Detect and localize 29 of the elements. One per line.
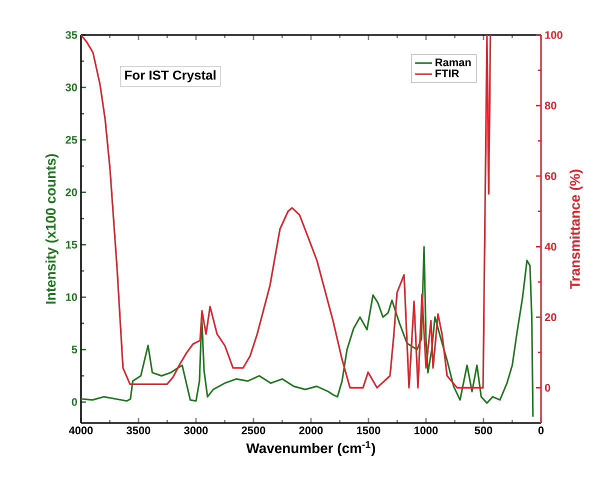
y-tick-label: 35	[66, 31, 78, 39]
legend-label: Raman	[436, 58, 471, 66]
annotation: For IST Crystal	[125, 70, 216, 82]
x-tick-label: 500	[474, 426, 492, 434]
y2-tick-label: 60	[544, 172, 556, 180]
x-tick-label: 2500	[242, 426, 266, 434]
y2-tick-label: 100	[545, 31, 562, 39]
y2-tick-label: 0	[544, 384, 550, 392]
y2-tick-label: 40	[544, 242, 556, 251]
y-tick-label: 15	[66, 240, 78, 249]
y2-tick-label: 20	[544, 313, 556, 322]
x-axis-title: Wavenumber (cm$^{-1}$)	[246, 441, 376, 456]
x-tick-label: 4000	[68, 426, 93, 434]
y-tick-label: 25	[66, 136, 78, 144]
x-tick-label: 1500	[356, 426, 380, 434]
y-axis-title: Intensity (x100 counts)	[45, 154, 58, 304]
x-tick-label: 1000	[414, 426, 438, 434]
legend-label: FTIR	[436, 70, 460, 78]
y-tick-label: 5	[72, 346, 78, 354]
y2-axis-title: Transmittance (%)	[570, 170, 583, 289]
y-tick-label: 30	[66, 84, 78, 92]
x-tick-label: 3000	[184, 426, 208, 434]
x-tick-label: 0	[538, 426, 544, 434]
x-tick-label: 2000	[299, 426, 323, 434]
y-tick-label: 0	[72, 398, 78, 406]
x-tick-label: 3500	[126, 426, 150, 434]
y-tick-label: 10	[66, 293, 78, 302]
y-tick-label: 20	[66, 188, 78, 196]
y2-tick-label: 80	[544, 102, 556, 110]
